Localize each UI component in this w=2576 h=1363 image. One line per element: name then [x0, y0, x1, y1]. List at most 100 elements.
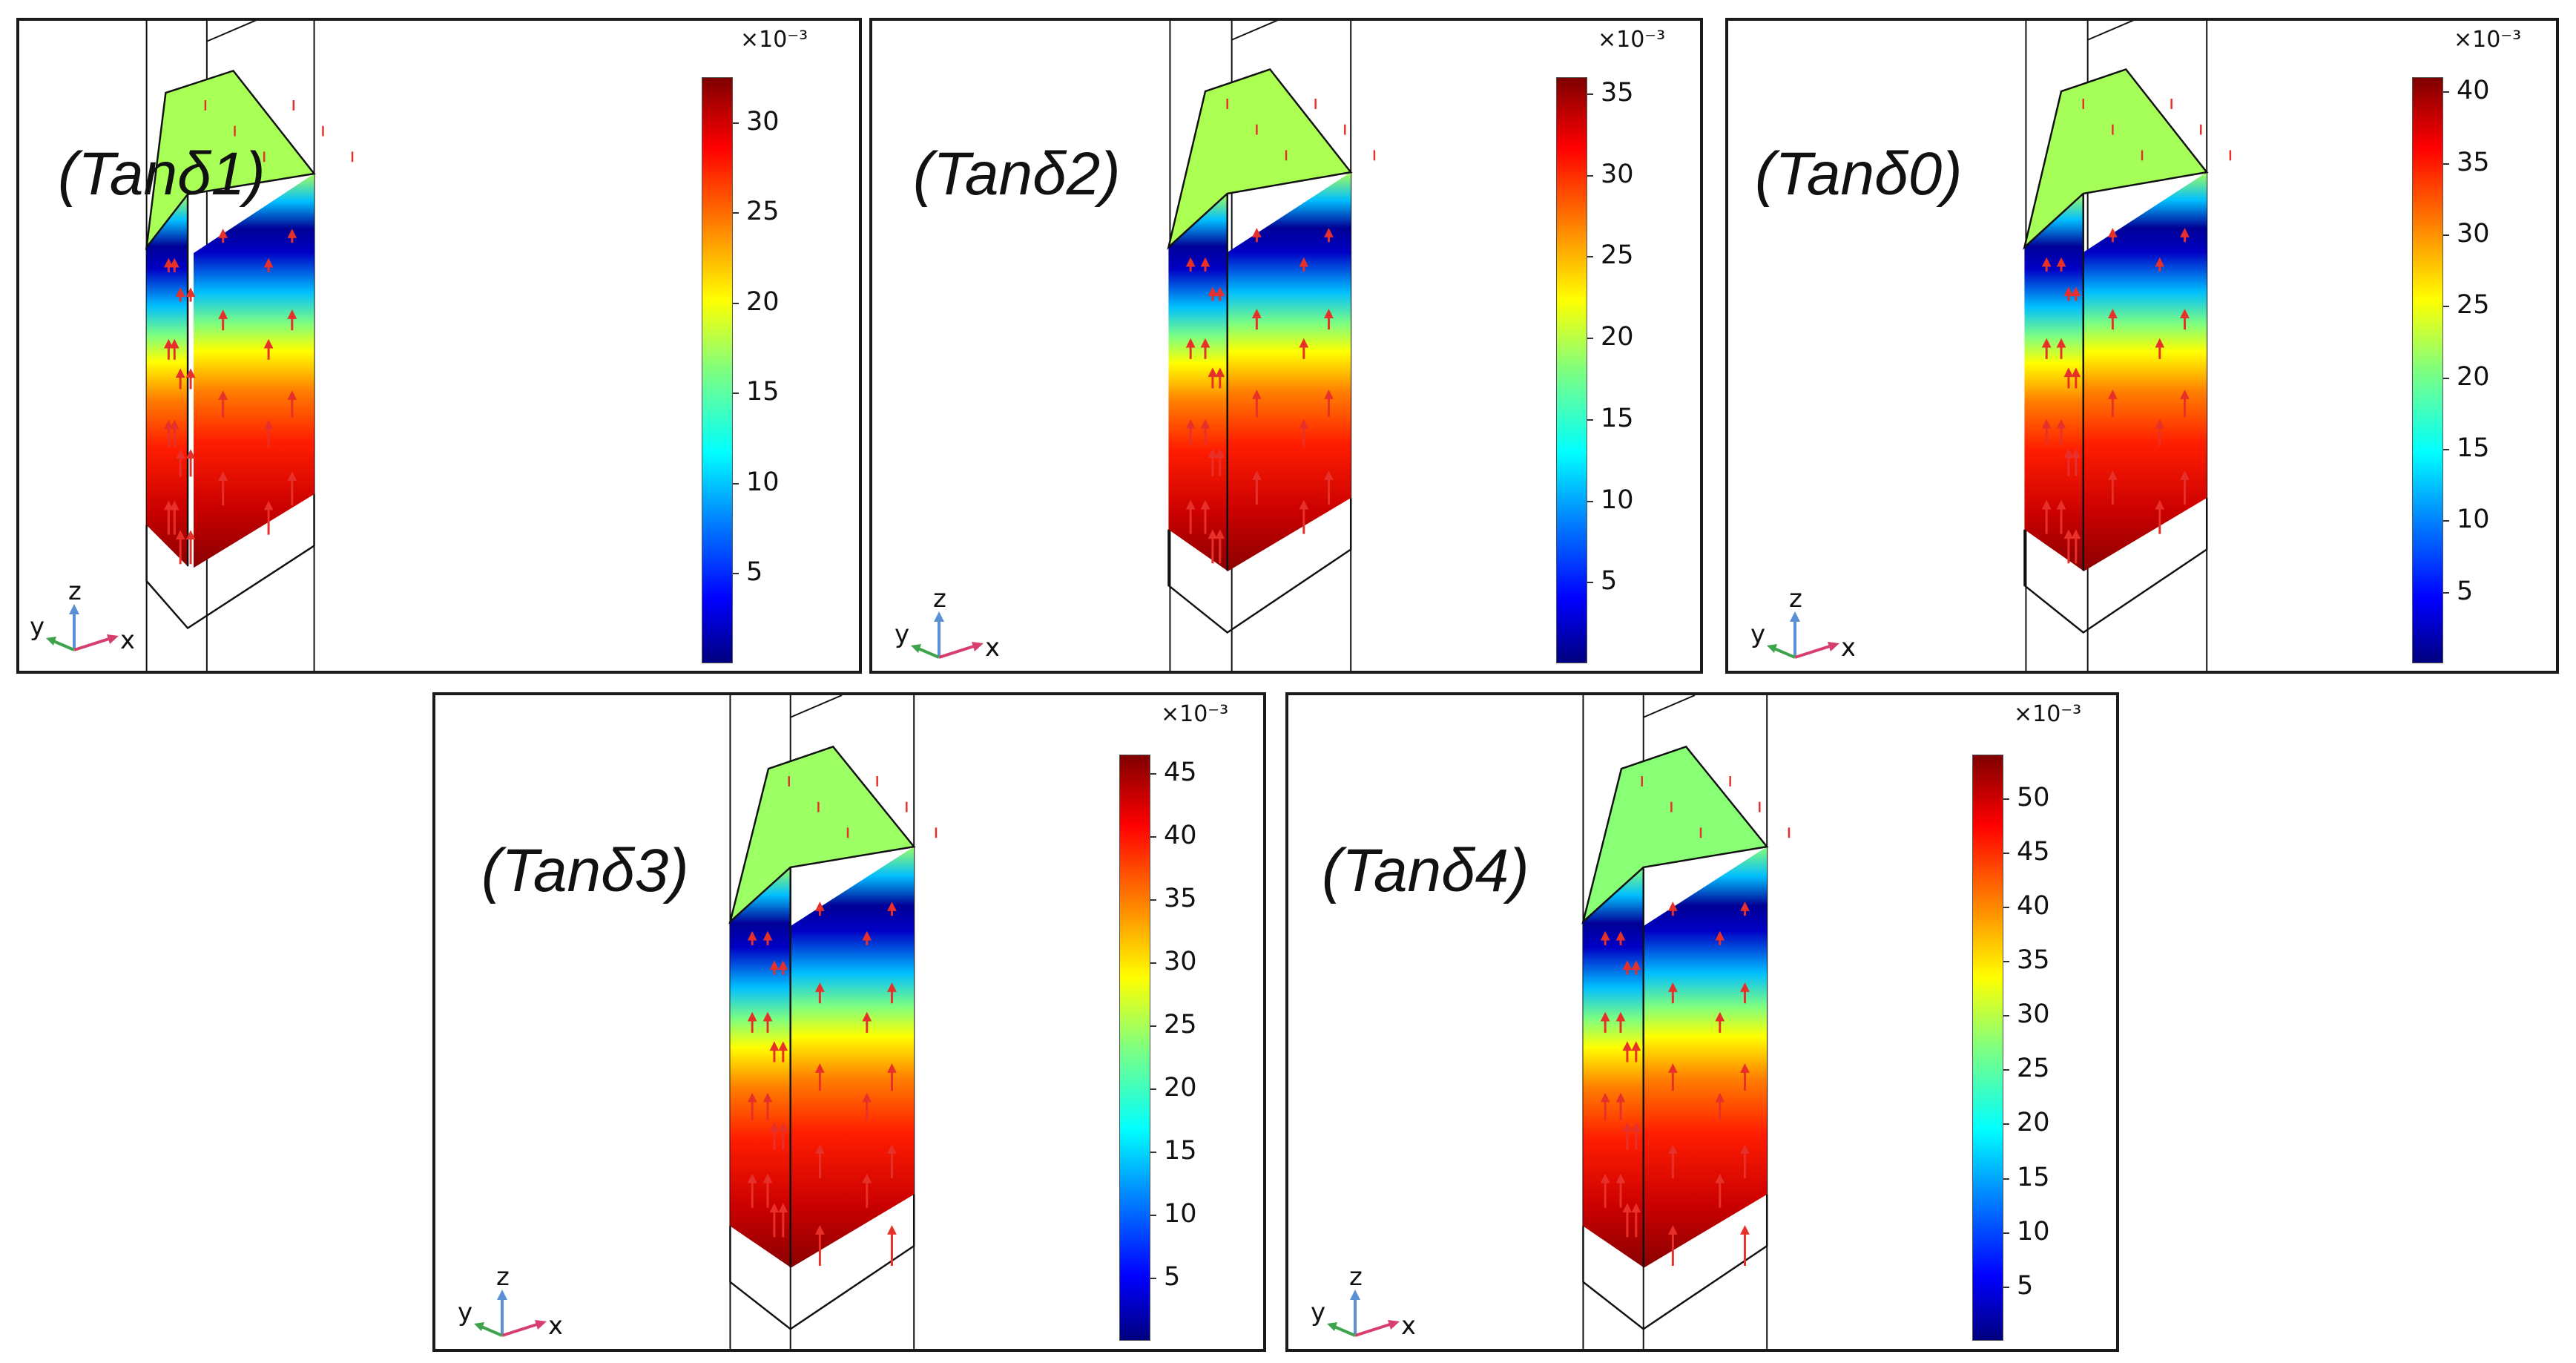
field-arrows [1185, 228, 1334, 564]
field-arrow-head [1185, 418, 1196, 429]
y-axis-label: y [458, 1298, 472, 1327]
field-arrow-head [2056, 257, 2066, 267]
x-axis-head [107, 634, 119, 644]
axis-triad: z x y [1303, 1262, 1416, 1349]
field-arrow-head [1715, 1173, 1725, 1183]
colorbar-tick [2443, 448, 2449, 450]
colorbar-tick [2443, 377, 2449, 379]
colorbar-tick-label: 5 [746, 557, 763, 588]
colorbar-tick [2003, 906, 2009, 908]
mesh-line [206, 21, 257, 42]
field-arrow-head [814, 1225, 825, 1235]
field-arrow-head [1215, 286, 1225, 297]
y-axis-label: y [895, 620, 909, 649]
panel-title: (Tanδ2) [913, 140, 1121, 208]
x-axis-label: x [1841, 633, 1854, 663]
panel-title: (Tanδ0) [1755, 140, 1963, 208]
axis-triad-svg: z x y [895, 584, 1000, 663]
field-arrow-head [769, 1203, 780, 1213]
field-arrow-head [769, 1122, 780, 1132]
y-axis [53, 640, 75, 651]
field-arrow-head [1600, 930, 1610, 941]
field-arrow-head [1667, 1144, 1678, 1154]
y-axis-head [1767, 644, 1777, 653]
field-arrow-head [778, 1041, 788, 1051]
panel-tan-delta-1: (Tanδ1) ×10⁻³ 5 10 15 20 25 30 z x y [16, 18, 862, 674]
field-arrow-head [1324, 390, 1334, 399]
x-axis [501, 1322, 540, 1337]
z-axis-head [69, 604, 79, 614]
y-axis-head [46, 637, 56, 646]
axis-triad: z x y [1743, 584, 1856, 671]
colorbar-tick [1150, 1025, 1156, 1028]
field-arrow-head [169, 419, 179, 430]
field-arrow-head [2056, 499, 2066, 510]
field-arrow-head [2071, 367, 2081, 378]
x-axis-label: x [548, 1311, 561, 1341]
block-edges [1581, 745, 1769, 1330]
field-arrows [1600, 901, 1750, 1267]
mesh-line [1643, 695, 1696, 718]
field-arrow-head [2056, 338, 2066, 348]
x-axis-head [1828, 642, 1839, 651]
colorbar-tick-label: 5 [2457, 576, 2474, 606]
field-arrow-head [1215, 367, 1225, 378]
field-arrow-head [887, 1144, 897, 1154]
field-arrow-head [1200, 418, 1210, 429]
y-axis-head [911, 644, 921, 653]
colorbar-tick [2443, 306, 2449, 308]
colorbar-tick [1587, 338, 1593, 340]
colorbar-tick [1150, 836, 1156, 838]
field-arrow-head [2180, 390, 2190, 399]
field-arrow-head [1251, 470, 1262, 480]
field-arrow-head [1622, 1203, 1633, 1213]
colorbar-tick-label: 35 [1164, 884, 1197, 914]
z-axis-head [934, 611, 944, 622]
field-arrow-head [1631, 960, 1641, 970]
colorbar-tick-label: 30 [2017, 999, 2050, 1030]
field-arrow-head [1185, 257, 1196, 267]
field-arrow-head [1324, 228, 1334, 237]
colorbar-tick-label: 45 [1164, 758, 1197, 788]
field-arrow-head [169, 338, 179, 349]
field-arrow-head [747, 1092, 757, 1103]
field-arrow-head [1200, 338, 1210, 348]
block-edges [2023, 68, 2209, 634]
field-arrow-head [1615, 1173, 1626, 1183]
field-arrow-head [1251, 228, 1262, 237]
x-axis-head [535, 1320, 547, 1330]
z-axis-head [1790, 611, 1800, 622]
field-arrow-head [862, 1173, 872, 1183]
colorbar-scale-label: ×10⁻³ [740, 27, 808, 53]
field-arrow-head [747, 930, 757, 941]
x-axis-label: x [1401, 1311, 1414, 1341]
field-arrow-head [163, 500, 174, 510]
colorbar-tick [2003, 1069, 2009, 1071]
block-top-face [1168, 69, 1351, 248]
field-arrow-head [2063, 367, 2074, 378]
field-arrow-head [185, 368, 196, 378]
axis-triad-svg: z x y [1311, 1262, 1416, 1341]
colorbar-tick-label: 30 [746, 106, 780, 137]
colorbar-tick [2003, 852, 2009, 854]
field-arrow-head [2071, 529, 2081, 539]
axis-triad: z x y [450, 1262, 563, 1349]
colorbar-tick-label: 20 [2017, 1108, 2050, 1138]
field-arrow-head [1740, 901, 1750, 911]
field-arrow-head [2180, 228, 2190, 237]
block-side-face [1643, 847, 1768, 1268]
field-arrow-head [814, 901, 825, 911]
colorbar-tick-label: 25 [2457, 290, 2490, 321]
field-arrow-head [2107, 309, 2118, 318]
field-arrow-head [1251, 309, 1262, 318]
colorbar-tick-label: 40 [2017, 890, 2050, 921]
colorbar-tick [733, 122, 739, 124]
field-arrow-head [1600, 1092, 1610, 1103]
panel-tan-delta-0: (Tanδ0) ×10⁻³ 5 10 15 20 25 30 35 40 z x y [1725, 18, 2559, 674]
field-arrow-head [1324, 309, 1334, 318]
field-arrow-head [218, 229, 228, 238]
field-arrow-head [887, 901, 897, 911]
colorbar-tick [1150, 962, 1156, 965]
field-arrow-head [1631, 1041, 1641, 1051]
colorbar-tick-label: 35 [2457, 147, 2490, 177]
